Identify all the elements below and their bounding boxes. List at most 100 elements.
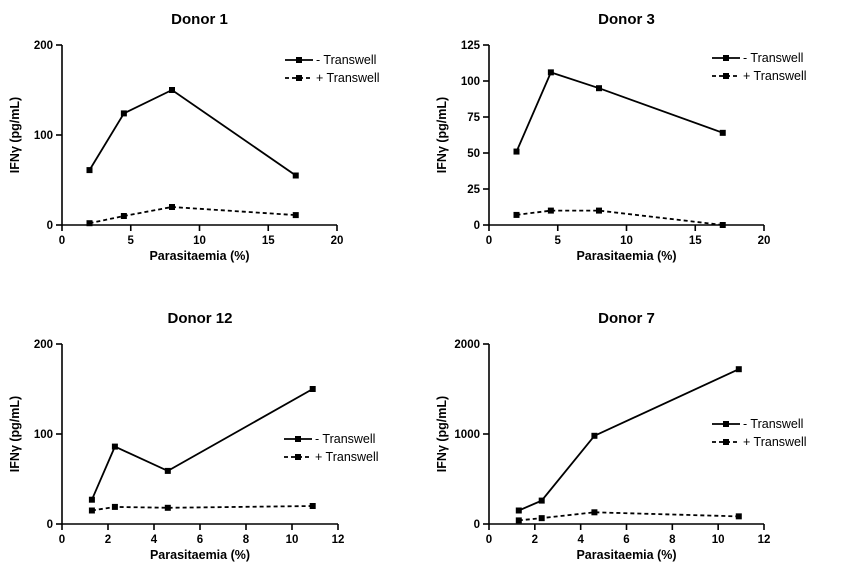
data-point (719, 222, 726, 228)
data-point (309, 503, 316, 509)
y-tick-label: 0 (474, 519, 480, 531)
x-tick-label: 4 (577, 534, 584, 546)
x-tick-label: 6 (197, 534, 203, 546)
chart-panel-4: Donor 7 0 1000 2000 0 2 4 6 8 10 12 Parasitaemia (%… (435, 310, 807, 562)
data-point (164, 504, 171, 511)
y-tick-label: 100 (34, 130, 53, 142)
legend-label: - Transwell (743, 417, 803, 431)
y-tick-label: 25 (467, 184, 480, 196)
x-tick-label: 8 (243, 534, 250, 546)
y-axis-label: IFNγ (pg/mL) (8, 396, 22, 472)
y-tick-label: 2000 (454, 339, 480, 351)
data-point (547, 69, 554, 76)
y-tick-label: 75 (467, 112, 480, 124)
data-point (538, 515, 545, 522)
x-axis-label: Parasitaemia (%) (576, 548, 676, 562)
data-point (169, 87, 175, 93)
data-point (164, 467, 171, 474)
legend-label: + Transwell (743, 69, 807, 83)
series-line-plus-transwell (518, 511, 739, 522)
legend-marker (296, 75, 302, 81)
x-tick-label: 6 (623, 534, 629, 546)
x-tick-label: 10 (620, 235, 633, 247)
chart-title: Donor 3 (598, 11, 655, 28)
y-tick-label: 1000 (454, 429, 480, 441)
y-tick-label: 200 (34, 40, 53, 52)
data-point (120, 213, 127, 219)
series-line-plus-transwell (516, 209, 723, 226)
y-tick-label: 0 (47, 519, 53, 531)
x-axis-label: Parasitaemia (%) (576, 249, 676, 263)
y-tick-label: 0 (474, 220, 480, 232)
x-tick-label: 0 (486, 235, 492, 247)
data-point (292, 212, 299, 219)
x-tick-label: 20 (331, 235, 344, 247)
data-point (515, 517, 522, 524)
x-tick-label: 5 (128, 235, 135, 247)
chart-panel-3: Donor 12 0 100 200 0 2 4 6 8 10 12 Parasitaemia (%)… (8, 310, 379, 562)
chart-title: Donor 7 (598, 310, 655, 327)
chart-title: Donor 12 (167, 310, 232, 327)
legend-label: - Transwell (743, 51, 803, 65)
data-point (88, 507, 95, 514)
data-point (515, 507, 522, 514)
data-point (591, 432, 598, 439)
x-axis-label: Parasitaemia (%) (150, 548, 250, 562)
x-tick-label: 10 (712, 534, 725, 546)
data-point (86, 167, 93, 174)
legend-marker (296, 57, 302, 63)
data-point (88, 496, 95, 503)
y-tick-label: 125 (461, 40, 481, 52)
data-point (120, 110, 127, 117)
series-line-minus-transwell (518, 368, 740, 512)
x-tick-label: 20 (758, 235, 771, 247)
data-point (735, 366, 742, 373)
data-point (596, 207, 602, 214)
x-tick-label: 10 (286, 534, 299, 546)
legend-marker (295, 436, 301, 442)
x-tick-label: 5 (555, 235, 562, 247)
x-tick-label: 0 (59, 235, 65, 247)
x-tick-label: 12 (332, 534, 345, 546)
data-point (513, 148, 520, 155)
legend-label: + Transwell (316, 71, 380, 85)
data-point (292, 172, 299, 179)
legend-marker (295, 454, 301, 460)
y-axis-label: IFNγ (pg/mL) (435, 97, 449, 173)
y-tick-label: 0 (47, 220, 53, 232)
legend-label: + Transwell (743, 435, 807, 449)
legend-label: - Transwell (315, 432, 375, 446)
legend-marker (723, 55, 729, 61)
series-line-plus-transwell (89, 206, 296, 225)
legend-label: - Transwell (316, 53, 376, 67)
x-axis-label: Parasitaemia (%) (149, 249, 249, 263)
y-tick-label: 50 (467, 148, 480, 160)
legend-marker (723, 439, 729, 445)
x-tick-label: 10 (193, 235, 206, 247)
x-tick-label: 15 (262, 235, 275, 247)
legend-marker (723, 73, 729, 79)
legend-label: + Transwell (315, 450, 379, 464)
y-tick-label: 100 (34, 429, 53, 441)
series-line-minus-transwell (91, 388, 314, 501)
x-tick-label: 0 (486, 534, 492, 546)
data-point (547, 207, 554, 214)
data-point (169, 204, 175, 210)
series-line-plus-transwell (91, 505, 313, 512)
data-point (538, 497, 545, 504)
data-point (596, 85, 602, 92)
y-axis-label: IFNγ (pg/mL) (8, 97, 22, 173)
data-point (86, 220, 93, 227)
data-point (111, 443, 118, 450)
chart-title: Donor 1 (171, 11, 228, 28)
y-tick-label: 200 (34, 339, 53, 351)
y-tick-label: 100 (461, 76, 480, 88)
x-tick-label: 12 (758, 534, 771, 546)
data-point (591, 509, 598, 516)
x-tick-label: 2 (105, 534, 111, 546)
chart-panel-1: Donor 1 0 100 200 0 5 10 15 20 Parasitaemia (%) IF… (8, 11, 380, 263)
data-point (111, 503, 118, 510)
data-point (309, 386, 316, 392)
series-line-minus-transwell (515, 71, 724, 152)
data-point (735, 513, 742, 520)
